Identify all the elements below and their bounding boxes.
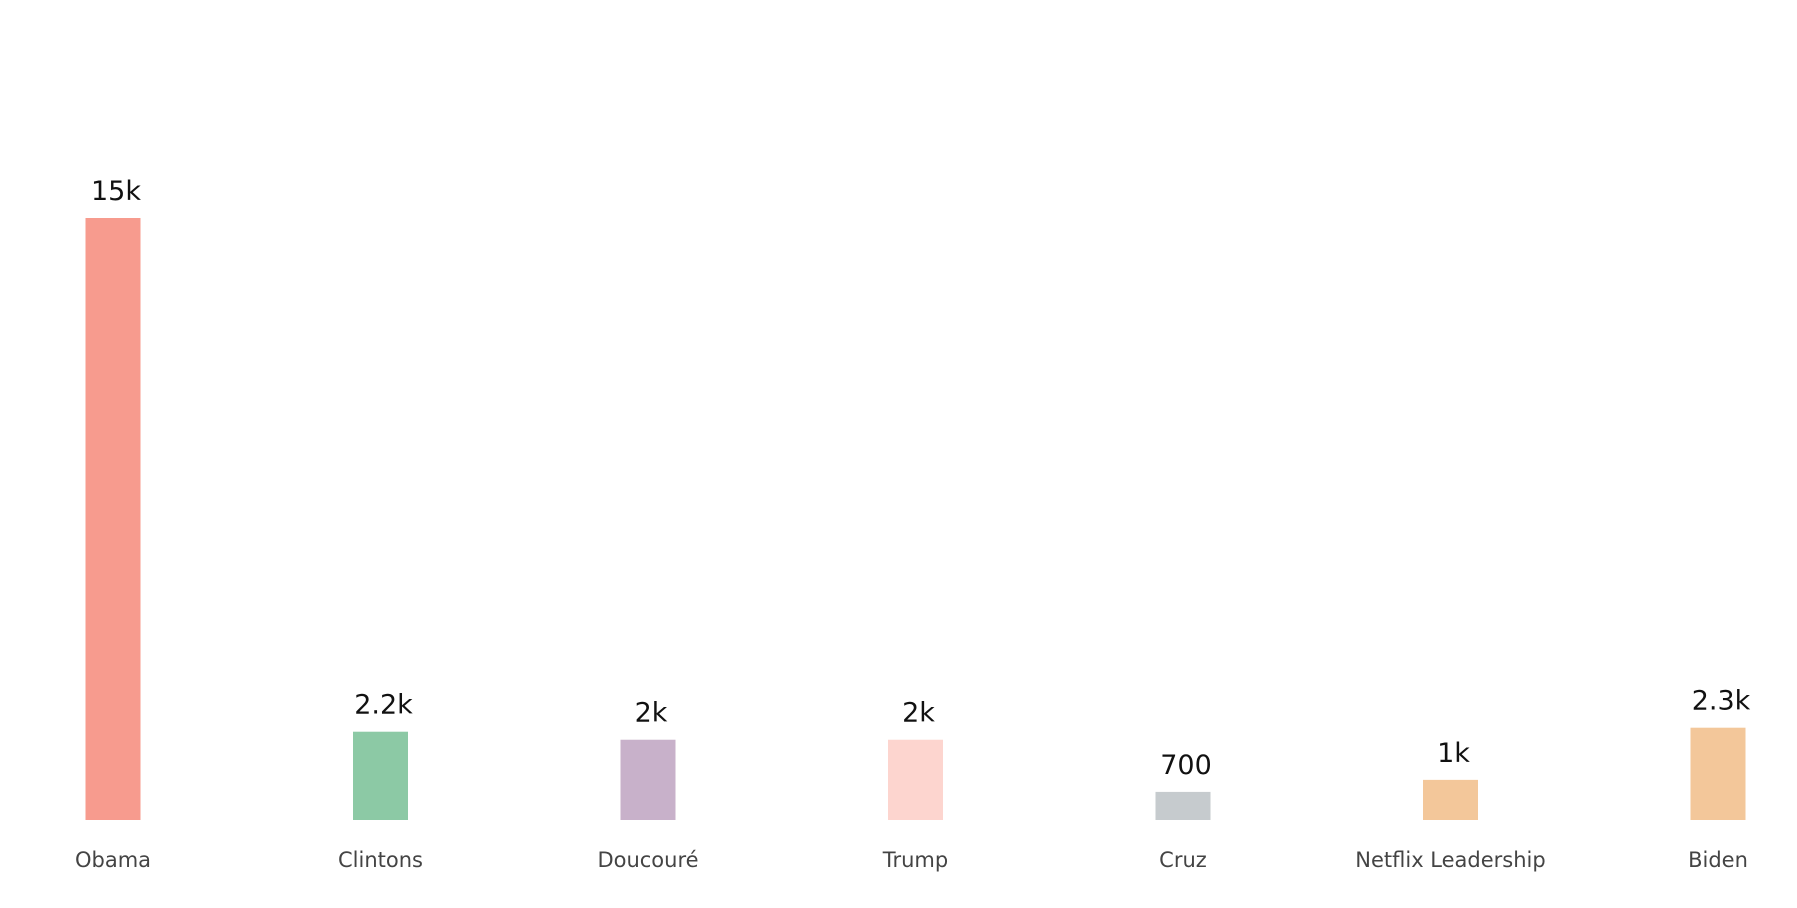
- x-tick-label: Biden: [1688, 848, 1748, 872]
- value-label: 15k: [91, 176, 141, 207]
- bar: [85, 218, 141, 820]
- value-label: 1k: [1437, 738, 1470, 769]
- bar: [888, 739, 943, 820]
- x-tick-label: Obama: [75, 848, 151, 872]
- x-tick-label: Clintons: [338, 848, 423, 872]
- x-tick-label: Trump: [882, 848, 948, 872]
- x-tick-label: Netflix Leadership: [1355, 848, 1545, 872]
- value-label: 2k: [902, 698, 935, 729]
- bar: [1690, 727, 1746, 820]
- value-label: 2.3k: [1692, 686, 1751, 717]
- bar: [353, 731, 408, 820]
- bar: [620, 739, 676, 820]
- x-tick-label: Cruz: [1159, 848, 1207, 872]
- value-label: 700: [1160, 750, 1212, 781]
- bar: [1155, 791, 1211, 820]
- x-tick-label: Doucouré: [597, 848, 698, 872]
- value-label: 2.2k: [354, 690, 413, 721]
- bar: [1423, 779, 1478, 820]
- value-label: 2k: [635, 698, 668, 729]
